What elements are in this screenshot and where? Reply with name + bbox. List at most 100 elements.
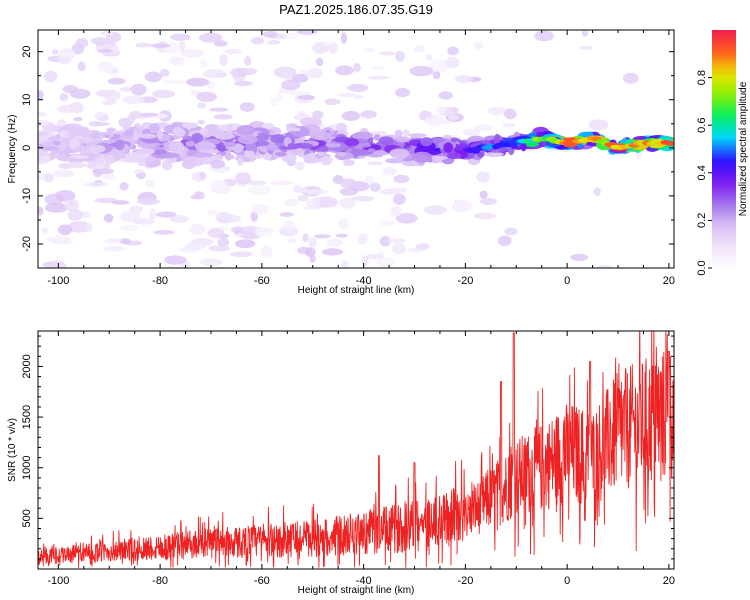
heatmap-cell bbox=[296, 30, 318, 36]
heatmap-cell bbox=[408, 133, 427, 138]
heatmap-cell bbox=[118, 117, 132, 126]
heatmap-cell bbox=[120, 211, 140, 223]
heatmap-cell bbox=[292, 73, 309, 83]
heatmap-cell bbox=[185, 140, 196, 147]
heatmap-cell bbox=[234, 172, 252, 184]
heatmap-cell bbox=[353, 63, 361, 73]
snr-axes: -100 -80 -60 -40 -20 0 20 500 1000 1500 2000 bbox=[21, 331, 675, 587]
heatmap-cell bbox=[395, 87, 411, 98]
heatmap-cell bbox=[213, 114, 233, 120]
heatmap-cell bbox=[395, 50, 406, 62]
heatmap-cell bbox=[666, 141, 674, 146]
heatmap-cell bbox=[137, 161, 145, 167]
heatmap-cell bbox=[337, 152, 347, 157]
heatmap-cell bbox=[224, 48, 242, 55]
heatmap-cell bbox=[480, 197, 497, 206]
heatmap-cell bbox=[152, 89, 176, 99]
heatmap-cell bbox=[186, 122, 198, 129]
heatmap-cell bbox=[198, 32, 223, 43]
snr-x-label: Height of straight line (km) bbox=[298, 585, 415, 596]
heatmap-cell bbox=[287, 238, 297, 244]
heatmap-cell bbox=[570, 253, 588, 262]
heatmap-cell bbox=[446, 152, 462, 160]
heatmap-cell bbox=[262, 123, 275, 130]
heatmap-cell bbox=[119, 182, 129, 191]
heatmap-cell bbox=[320, 158, 332, 166]
heatmap-cell bbox=[323, 40, 333, 46]
heatmap-cell bbox=[144, 180, 155, 188]
heatmap-cell bbox=[64, 148, 71, 158]
heatmap-cell bbox=[64, 199, 80, 212]
heatmap-cell bbox=[380, 220, 396, 227]
heatmap-cell bbox=[125, 151, 146, 163]
x-tick-label: -20 bbox=[457, 575, 473, 587]
heatmap-cell bbox=[445, 56, 460, 69]
heatmap-cell bbox=[447, 46, 460, 56]
snr-series-line bbox=[38, 331, 674, 568]
heatmap-cell bbox=[59, 130, 71, 138]
heatmap-cell bbox=[100, 31, 115, 36]
heatmap-cell bbox=[335, 233, 348, 238]
heatmap-cell bbox=[395, 136, 410, 143]
heatmap-cell bbox=[307, 67, 324, 79]
heatmap-cell bbox=[144, 71, 163, 83]
heatmap-cell bbox=[97, 48, 113, 53]
heatmap-cell bbox=[347, 83, 369, 92]
heatmap-cell bbox=[317, 151, 325, 156]
heatmap-cell bbox=[392, 242, 407, 255]
heatmap-cell bbox=[165, 79, 186, 85]
heatmap-cell bbox=[209, 179, 228, 191]
heatmap-cell bbox=[315, 57, 324, 67]
heatmap-cell bbox=[336, 92, 357, 98]
heatmap-cell bbox=[207, 228, 225, 239]
heatmap-cell bbox=[483, 151, 504, 158]
heatmap-cell bbox=[520, 141, 527, 152]
heatmap-cell bbox=[235, 239, 256, 249]
x-tick-label: -20 bbox=[457, 275, 473, 287]
heatmap-cell bbox=[119, 86, 133, 92]
heatmap-cell bbox=[77, 61, 86, 72]
heatmap-cell bbox=[335, 122, 348, 133]
heatmap-cell bbox=[47, 136, 61, 142]
x-tick-label: 20 bbox=[663, 275, 675, 287]
heatmap-cell bbox=[473, 212, 497, 220]
heatmap-cell bbox=[43, 173, 54, 183]
heatmap-cell bbox=[149, 123, 160, 133]
heatmap-cell bbox=[360, 110, 377, 119]
heatmap-cell bbox=[50, 148, 62, 153]
heatmap-cell bbox=[534, 30, 554, 42]
heatmap-cell bbox=[340, 178, 357, 189]
heatmap-cell bbox=[38, 120, 50, 127]
heatmap-cell bbox=[168, 265, 176, 268]
heatmap-cell bbox=[136, 198, 160, 205]
heatmap-cell bbox=[504, 227, 518, 236]
colorbar-tick-label: 0.6 bbox=[696, 118, 708, 133]
snr-panel: -100 -80 -60 -40 -20 0 20 500 1000 1500 2000 Heigh… bbox=[7, 330, 675, 596]
spectrogram-x-label: Height of straight line (km) bbox=[298, 285, 415, 296]
heatmap-cell bbox=[51, 49, 59, 55]
heatmap-cell bbox=[184, 242, 206, 250]
heatmap-cell bbox=[326, 143, 341, 148]
heatmap-cell bbox=[285, 127, 301, 132]
heatmap-cell bbox=[44, 202, 69, 213]
heatmap-cell bbox=[476, 151, 485, 158]
heatmap-cell bbox=[425, 53, 433, 61]
heatmap-cell bbox=[159, 152, 181, 159]
heatmap-cell bbox=[367, 148, 376, 153]
heatmap-cell bbox=[176, 128, 186, 137]
heatmap-cell bbox=[451, 200, 473, 212]
heatmap-cell bbox=[389, 148, 410, 159]
heatmap-cell bbox=[41, 227, 49, 234]
heatmap-cell bbox=[67, 209, 83, 221]
heatmap-cell bbox=[57, 224, 73, 236]
heatmap-cell bbox=[239, 102, 255, 112]
heatmap-cell bbox=[122, 124, 131, 131]
heatmap-cell bbox=[191, 132, 204, 143]
heatmap-cell bbox=[313, 234, 332, 239]
heatmap-cell bbox=[135, 42, 152, 48]
heatmap-cell bbox=[353, 95, 364, 100]
heatmap-cell bbox=[276, 90, 283, 101]
heatmap-cell bbox=[38, 131, 50, 136]
heatmap-cell bbox=[241, 232, 261, 240]
snr-frame bbox=[37, 330, 675, 570]
